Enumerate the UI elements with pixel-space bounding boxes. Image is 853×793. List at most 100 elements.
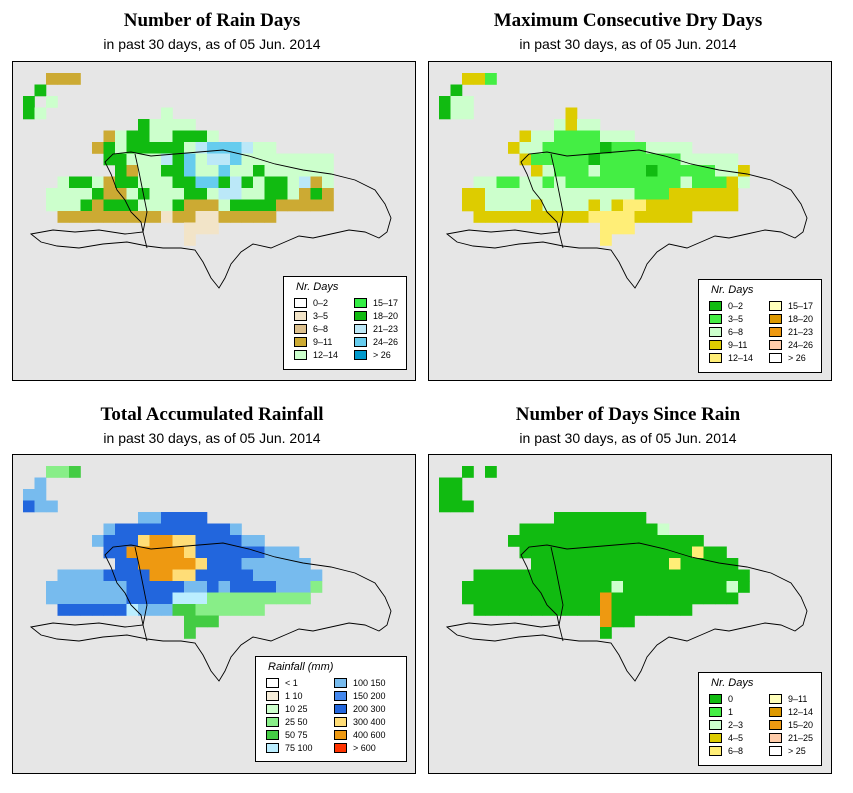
grid-cell [554,581,566,593]
grid-cell [554,188,566,200]
grid-cell [634,199,647,212]
grid-cell [680,569,693,582]
grid-cell [611,604,624,616]
grid-cell [103,569,116,582]
grid-cell [611,142,624,154]
grid-cell [542,592,555,605]
grid-cell [554,165,566,177]
grid-cell [184,512,196,524]
legend-label: 2–3 [728,720,744,730]
grid-cell [531,581,543,593]
grid-cell [588,119,601,131]
grid-cell [161,581,173,593]
grid-cell [600,165,612,177]
grid-cell [473,604,486,616]
grid-cell [485,581,497,593]
grid-cell [565,604,578,616]
grid-cell [519,592,532,605]
panel-title-rain-days: Number of Rain Days [123,10,301,31]
grid-cell [577,581,589,593]
grid-cell [184,199,196,212]
grid-cell [92,604,104,616]
grid-cell [692,153,704,166]
grid-cell [519,142,532,154]
grid-cell [264,165,277,177]
legend-label: 24–26 [373,337,399,347]
grid-cell [230,142,242,154]
grid-cell [600,176,612,189]
grid-cell [577,558,589,570]
grid-cell [287,176,300,189]
grid-cell [485,466,497,478]
grid-cell [531,176,543,189]
grid-cell [149,119,162,131]
panel-title-days-since-rain: Number of Days Since Rain [515,404,741,425]
grid-cell [450,107,463,120]
grid-cell [195,523,208,536]
legend-label: 200 300 [353,704,386,714]
grid-cell [646,211,658,223]
grid-cell [680,142,693,154]
grid-cell [207,176,219,189]
grid-cell [738,176,750,189]
grid-cell [161,569,173,582]
legend-label: 3–5 [313,311,329,321]
grid-cell [462,107,474,120]
grid-cell [519,130,532,143]
grid-cell [161,153,173,166]
grid-cell [462,500,474,513]
legend-swatch [709,353,722,363]
grid-cell [473,581,486,593]
grid-cell [138,535,150,547]
grid-cell [462,96,474,108]
grid-cell [69,604,81,616]
grid-cell [577,153,589,166]
map-days-since-rain [428,454,832,774]
grid-cell [241,581,254,593]
legend-label: 4–5 [728,733,744,743]
grid-cell [103,142,116,154]
legend-item: 1 10 [266,690,334,702]
grid-cell [207,153,219,166]
grid-cell [276,188,288,200]
grid-cell [126,130,139,143]
grid-cell [565,107,578,120]
grid-cell [161,558,173,570]
grid-cell [161,523,173,536]
grid-cell [172,188,185,200]
grid-cell [738,581,750,593]
grid-cell [92,188,104,200]
legend-label: 12–14 [728,353,754,363]
grid-cell [184,130,196,143]
grid-cell [531,546,543,559]
grid-cell [264,558,277,570]
grid-cell [588,199,601,212]
grid-cell [450,84,463,97]
grid-cell [646,523,658,536]
grid-cell [172,199,185,212]
grid-cell [611,581,624,593]
grid-cell [241,199,254,212]
grid-cell [126,523,139,536]
grid-cell [138,153,150,166]
grid-cell [657,153,670,166]
panel-title-total-rainfall: Total Accumulated Rainfall [100,404,324,425]
legend-item: 21–23 [769,326,829,338]
map-canvas [439,73,808,289]
grid-cell [184,558,196,570]
grid-cell [103,546,116,559]
grid-cell [253,535,265,547]
grid-cell [726,188,739,200]
grid-cell [588,604,601,616]
grid-cell [138,523,150,536]
grid-cell [264,142,277,154]
legend-label: < 1 [285,678,298,688]
grid-cell [600,130,612,143]
legend-item: 25 50 [266,716,334,728]
grid-cell [115,569,127,582]
grid-cell [485,592,497,605]
grid-cell [253,581,265,593]
grid-cell [218,546,231,559]
legend-swatch [266,678,279,688]
grid-cell [450,477,463,490]
